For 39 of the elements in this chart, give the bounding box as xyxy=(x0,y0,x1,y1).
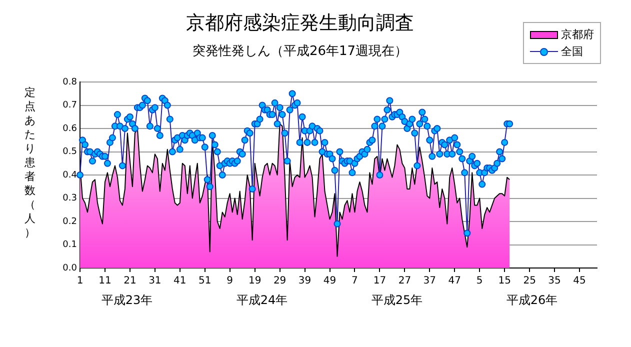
y-tick-label: 0.3 xyxy=(62,194,77,204)
x-tick-label: 39 xyxy=(298,276,312,287)
x-tick-label: 49 xyxy=(323,276,336,287)
x-tick-label: 9 xyxy=(226,276,234,287)
x-tick-label: 29 xyxy=(273,276,286,287)
x-tick-label: 25 xyxy=(523,276,536,287)
y-tick-label: 0.6 xyxy=(62,124,78,134)
y-tick-label: 0.0 xyxy=(62,263,78,274)
text: 平成26年 xyxy=(505,292,559,309)
x-tick-label: 11 xyxy=(98,276,112,287)
x-tick-label: 21 xyxy=(124,276,136,287)
x-tick-label: 31 xyxy=(148,276,162,287)
y-tick-label: 0.5 xyxy=(62,147,77,158)
x-tick-label: 47 xyxy=(448,276,462,287)
x-tick-label: 37 xyxy=(423,276,436,287)
x-tick-label: 5 xyxy=(476,276,483,287)
text: 平成23年 xyxy=(100,292,154,309)
text: 平成25年 xyxy=(370,292,424,309)
y-tick-label: 0.7 xyxy=(62,100,77,111)
y-tick-label: 0.4 xyxy=(62,170,78,180)
y-tick-label: 0.8 xyxy=(62,77,78,88)
x-tick-label: 27 xyxy=(398,276,412,287)
x-tick-label: 45 xyxy=(573,276,586,287)
legend-label: 全国 xyxy=(561,44,583,59)
x-tick-label: 17 xyxy=(373,276,386,287)
y-tick-label: 0.1 xyxy=(62,240,77,250)
x-tick-label: 7 xyxy=(352,276,358,287)
chart-subtitle: 突発性発しん（平成26年17週現在） xyxy=(192,44,408,59)
text: 平成24年 xyxy=(235,292,289,309)
chart-title: 京都府感染症発生動向調査 xyxy=(186,12,414,34)
x-tick-label: 1 xyxy=(76,276,84,287)
text: 定点あたり患者数（人） xyxy=(24,86,36,239)
x-tick-label: 51 xyxy=(198,276,212,287)
x-tick-label: 15 xyxy=(498,276,511,287)
legend-label: 京都府 xyxy=(561,27,594,42)
x-tick-label: 19 xyxy=(248,276,262,287)
x-tick-label: 41 xyxy=(174,276,186,287)
x-tick-label: 35 xyxy=(548,276,561,287)
y-tick-label: 0.2 xyxy=(62,216,77,227)
